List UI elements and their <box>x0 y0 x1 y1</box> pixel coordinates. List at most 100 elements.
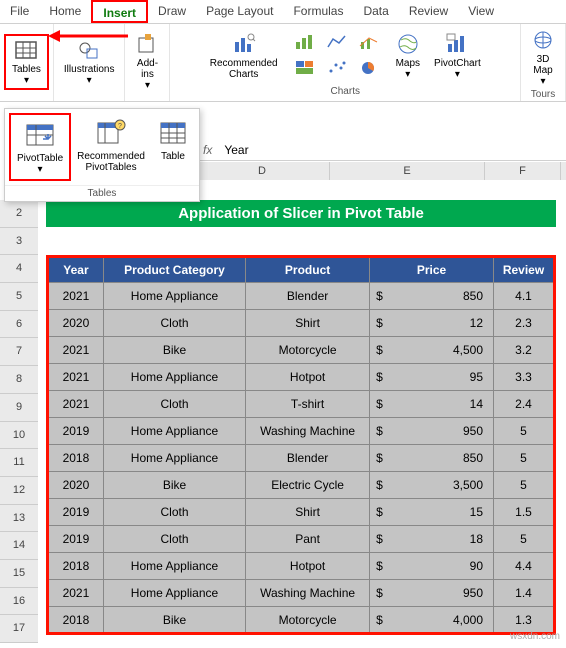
table-cell[interactable]: 5 <box>494 526 555 553</box>
table-cell[interactable]: Home Appliance <box>103 445 245 472</box>
col-header-e[interactable]: E <box>330 162 485 180</box>
table-row[interactable]: 2018Home ApplianceBlender$8505 <box>48 445 555 472</box>
table-cell[interactable]: Blender <box>246 445 370 472</box>
table-cell[interactable]: 4.4 <box>494 553 555 580</box>
table-cell[interactable]: $850 <box>370 445 494 472</box>
tab-page-layout[interactable]: Page Layout <box>196 0 283 23</box>
row-header[interactable]: 3 <box>0 228 38 256</box>
table-cell[interactable]: Home Appliance <box>103 364 245 391</box>
table-cell[interactable]: 2018 <box>48 553 104 580</box>
table-cell[interactable]: 2021 <box>48 364 104 391</box>
table-cell[interactable]: 1.5 <box>494 499 555 526</box>
table-cell[interactable]: Shirt <box>246 310 370 337</box>
table-row[interactable]: 2021Home ApplianceHotpot$953.3 <box>48 364 555 391</box>
table-cell[interactable]: Cloth <box>103 526 245 553</box>
tab-insert[interactable]: Insert <box>91 0 148 23</box>
table-cell[interactable]: 2021 <box>48 337 104 364</box>
table-row[interactable]: 2021Home ApplianceBlender$8504.1 <box>48 283 555 310</box>
table-cell[interactable]: $950 <box>370 580 494 607</box>
table-cell[interactable]: T-shirt <box>246 391 370 418</box>
table-cell[interactable]: Home Appliance <box>103 283 245 310</box>
table-cell[interactable]: Hotpot <box>246 364 370 391</box>
table-cell[interactable]: Bike <box>103 337 245 364</box>
addins-button[interactable]: Add- ins ▾ <box>129 30 165 93</box>
table-cell[interactable]: $90 <box>370 553 494 580</box>
table-cell[interactable]: 3.3 <box>494 364 555 391</box>
pivotchart-button[interactable]: PivotChart ▾ <box>428 30 487 82</box>
tables-button[interactable]: Tables ▾ <box>4 34 49 90</box>
table-cell[interactable]: Home Appliance <box>103 553 245 580</box>
chart-type-2[interactable] <box>322 31 352 55</box>
table-cell[interactable]: Cloth <box>103 310 245 337</box>
table-cell[interactable]: $18 <box>370 526 494 553</box>
recommended-pivottables-button[interactable]: ? Recommended PivotTables <box>71 113 151 181</box>
tab-view[interactable]: View <box>458 0 504 23</box>
table-cell[interactable]: 2021 <box>48 283 104 310</box>
chart-type-6[interactable] <box>354 57 384 81</box>
table-cell[interactable]: Blender <box>246 283 370 310</box>
chart-type-4[interactable] <box>290 57 320 81</box>
recommended-charts-button[interactable]: Recommended Charts <box>204 30 284 82</box>
table-cell[interactable]: 2019 <box>48 526 104 553</box>
tab-data[interactable]: Data <box>353 0 398 23</box>
table-cell[interactable]: 5 <box>494 472 555 499</box>
table-row[interactable]: 2018BikeMotorcycle$4,0001.3 <box>48 607 555 634</box>
table-row[interactable]: 2019ClothShirt$151.5 <box>48 499 555 526</box>
table-row[interactable]: 2021Home ApplianceWashing Machine$9501.4 <box>48 580 555 607</box>
row-header[interactable]: 15 <box>0 560 38 588</box>
table-cell[interactable]: Shirt <box>246 499 370 526</box>
table-cell[interactable]: $850 <box>370 283 494 310</box>
table-cell[interactable]: $14 <box>370 391 494 418</box>
row-header[interactable]: 14 <box>0 532 38 560</box>
chart-type-1[interactable] <box>290 31 320 55</box>
table-cell[interactable]: $3,500 <box>370 472 494 499</box>
row-header[interactable]: 2 <box>0 200 38 228</box>
col-header-f[interactable]: F <box>485 162 561 180</box>
row-header[interactable]: 11 <box>0 449 38 477</box>
row-header[interactable]: 4 <box>0 255 38 283</box>
table-cell[interactable]: 4.1 <box>494 283 555 310</box>
table-row[interactable]: 2020ClothShirt$122.3 <box>48 310 555 337</box>
table-button[interactable]: Table <box>151 113 195 181</box>
table-cell[interactable]: Washing Machine <box>246 580 370 607</box>
table-cell[interactable]: Bike <box>103 607 245 634</box>
table-cell[interactable]: 2019 <box>48 418 104 445</box>
table-cell[interactable]: Electric Cycle <box>246 472 370 499</box>
row-header[interactable]: 7 <box>0 338 38 366</box>
table-cell[interactable]: Home Appliance <box>103 580 245 607</box>
table-row[interactable]: 2018Home ApplianceHotpot$904.4 <box>48 553 555 580</box>
table-cell[interactable]: 1.4 <box>494 580 555 607</box>
table-cell[interactable]: 2018 <box>48 445 104 472</box>
table-cell[interactable]: 1.3 <box>494 607 555 634</box>
row-header[interactable]: 12 <box>0 477 38 505</box>
row-header[interactable]: 9 <box>0 394 38 422</box>
row-header[interactable]: 16 <box>0 588 38 616</box>
row-header[interactable]: 13 <box>0 505 38 533</box>
table-cell[interactable]: Motorcycle <box>246 337 370 364</box>
table-cell[interactable]: Cloth <box>103 391 245 418</box>
table-cell[interactable]: 5 <box>494 445 555 472</box>
table-cell[interactable]: $950 <box>370 418 494 445</box>
table-row[interactable]: 2021ClothT-shirt$142.4 <box>48 391 555 418</box>
table-row[interactable]: 2021BikeMotorcycle$4,5003.2 <box>48 337 555 364</box>
table-cell[interactable]: 3.2 <box>494 337 555 364</box>
row-header[interactable]: 17 <box>0 615 38 643</box>
tab-file[interactable]: File <box>0 0 39 23</box>
table-cell[interactable]: $4,000 <box>370 607 494 634</box>
col-header-d[interactable]: D <box>195 162 330 180</box>
maps-button[interactable]: Maps ▾ <box>390 30 426 82</box>
table-cell[interactable]: $15 <box>370 499 494 526</box>
chart-type-5[interactable] <box>322 57 352 81</box>
tab-formulas[interactable]: Formulas <box>283 0 353 23</box>
table-cell[interactable]: Pant <box>246 526 370 553</box>
formula-input[interactable]: Year <box>220 143 566 157</box>
table-cell[interactable]: 2021 <box>48 391 104 418</box>
row-header[interactable]: 6 <box>0 311 38 339</box>
tab-draw[interactable]: Draw <box>148 0 196 23</box>
tab-home[interactable]: Home <box>39 0 91 23</box>
table-cell[interactable]: Home Appliance <box>103 418 245 445</box>
table-cell[interactable]: Hotpot <box>246 553 370 580</box>
row-header[interactable]: 8 <box>0 366 38 394</box>
table-cell[interactable]: $95 <box>370 364 494 391</box>
table-cell[interactable]: Motorcycle <box>246 607 370 634</box>
